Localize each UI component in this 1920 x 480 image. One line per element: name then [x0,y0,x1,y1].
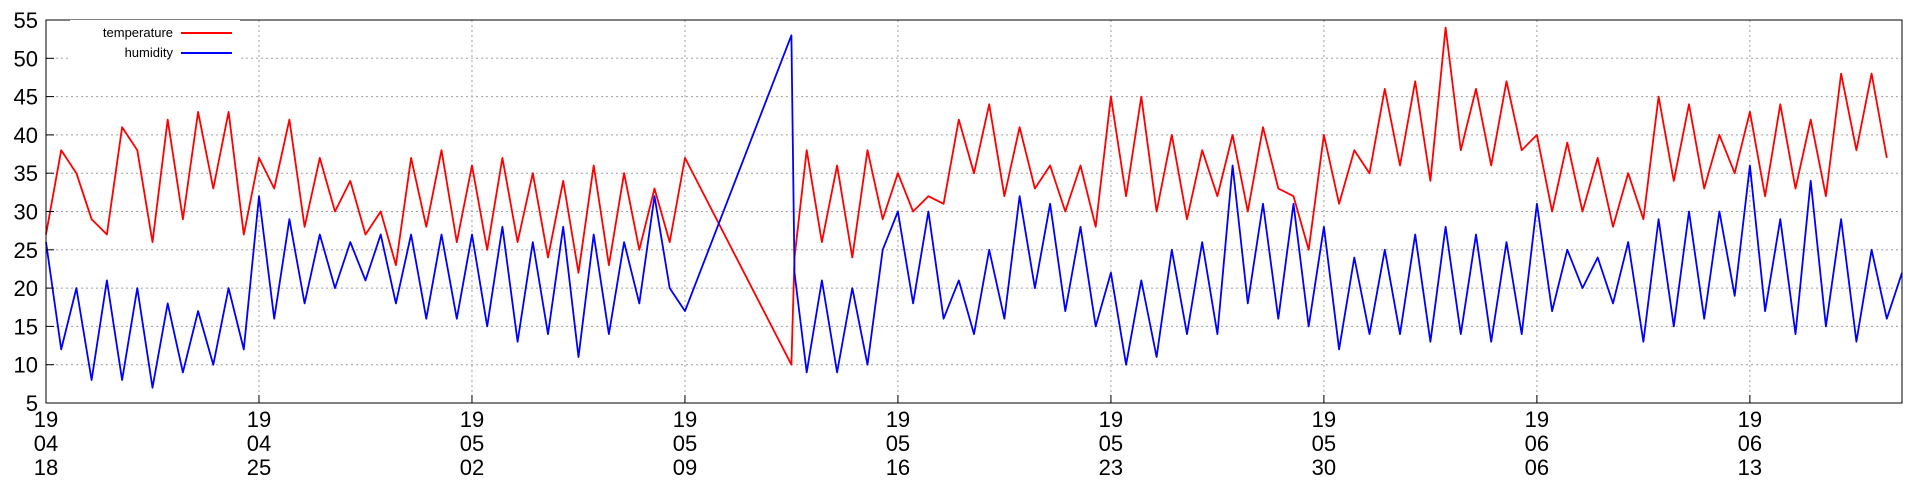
y-tick-label: 45 [14,85,38,110]
plot-frame [45,19,1903,404]
x-tick-label-line: 06 [1525,455,1549,480]
x-tick-label-line: 23 [1099,455,1123,480]
x-tick-label: 19 05 23 [1099,407,1123,480]
y-tick-label: 35 [14,161,38,186]
legend-label-humidity: humidity [125,45,174,60]
y-tick-label: 40 [14,123,38,148]
grid [45,19,1902,404]
x-tick-label: 19 06 06 [1525,407,1549,480]
y-tick-label: 50 [14,46,38,71]
legend: temperature humidity [70,20,240,62]
x-tick-label: 19 06 13 [1738,407,1762,480]
x-tick-label-line: 19 [460,407,484,432]
x-tick-label-line: 19 [673,407,697,432]
y-tick-label: 25 [14,238,38,263]
x-tick-label-line: 30 [1312,455,1336,480]
x-tick-label-line: 05 [886,431,910,456]
x-tick-label-line: 19 [34,407,58,432]
x-tick-label-line: 19 [1312,407,1336,432]
x-tick-label-line: 05 [1312,431,1336,456]
y-tick-label: 15 [14,314,38,339]
y-tick-label: 10 [14,353,38,378]
y-tick-label: 55 [14,8,38,33]
x-tick-label: 19 05 02 [460,407,484,480]
x-tick-label-line: 05 [1099,431,1123,456]
y-tick-label: 30 [14,200,38,225]
x-tick-label-line: 09 [673,455,697,480]
x-tick-label: 19 05 09 [673,407,697,480]
x-tick-label-line: 06 [1525,431,1549,456]
x-tick-label: 19 04 18 [34,407,58,480]
x-tick-label-line: 19 [1738,407,1762,432]
x-tick-label-line: 16 [886,455,910,480]
x-tick-label-line: 19 [886,407,910,432]
y-tick-label: 20 [14,276,38,301]
y-tick-label: 5 [26,391,38,416]
x-tick-label-line: 19 [1099,407,1123,432]
x-tick-label: 19 05 30 [1312,407,1336,480]
x-tick-label-line: 19 [1525,407,1549,432]
x-tick-label-line: 05 [673,431,697,456]
series-line-temperature [45,26,1888,366]
legend-box [70,20,240,62]
x-tick-label-line: 19 [247,407,271,432]
series-layer [45,26,1903,389]
series-line-humidity [45,34,1903,389]
x-tick-label-line: 02 [460,455,484,480]
x-tick-label-line: 25 [247,455,271,480]
x-tick-label-line: 04 [247,431,271,456]
y-axis: 5 10 15 20 25 30 35 40 45 50 55 [14,8,54,416]
legend-label-temperature: temperature [103,25,173,40]
x-tick-label-line: 06 [1738,431,1762,456]
x-tick-label-line: 05 [460,431,484,456]
x-tick-label-line: 18 [34,455,58,480]
x-tick-label-line: 04 [34,431,58,456]
x-tick-label: 19 04 25 [247,407,271,480]
x-tick-label-line: 13 [1738,455,1762,480]
x-tick-label: 19 05 16 [886,407,910,480]
